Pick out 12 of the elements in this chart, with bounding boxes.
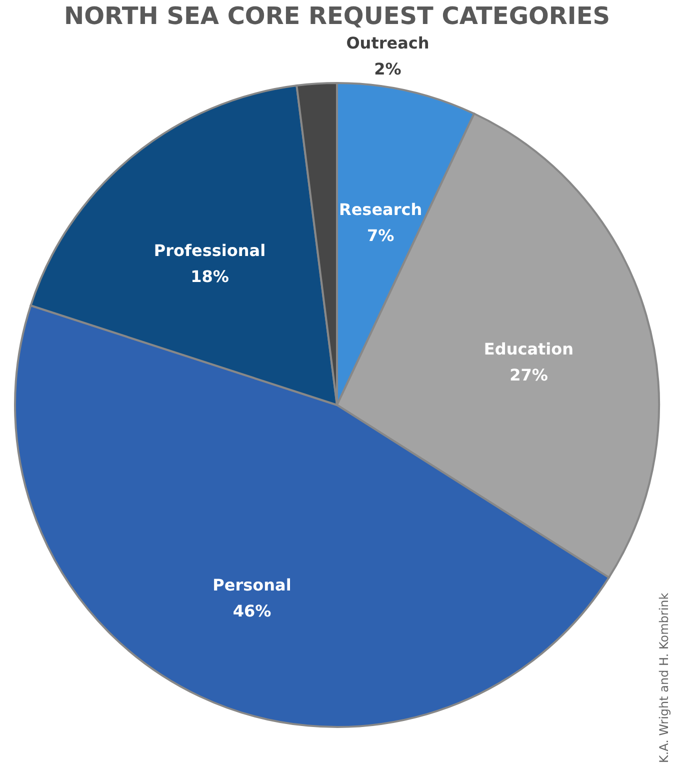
slice-label: Personal xyxy=(212,576,292,595)
slice-label: Outreach xyxy=(346,34,430,53)
text: K.A. Wright and H. Kombrink xyxy=(657,592,671,763)
data-label: 2% xyxy=(374,60,402,79)
data-label: 46% xyxy=(232,602,272,621)
slice-label: Education xyxy=(484,339,574,358)
data-label: 18% xyxy=(190,267,229,286)
data-label: 7% xyxy=(366,226,394,246)
data-label: 27% xyxy=(510,365,548,384)
chart-title: NORTH SEA CORE REQUEST CATEGORIES xyxy=(64,2,610,30)
slice-label: Research xyxy=(338,200,422,220)
slice-label: Professional xyxy=(154,241,266,260)
